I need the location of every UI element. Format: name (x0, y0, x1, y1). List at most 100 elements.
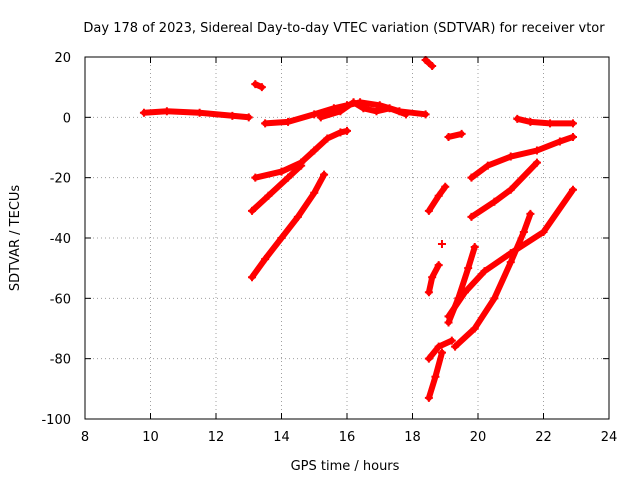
data-point (261, 119, 270, 128)
data-point (277, 167, 286, 176)
data-point (293, 212, 302, 221)
data-point (444, 132, 453, 141)
data-point (506, 185, 515, 194)
data-point (437, 240, 446, 249)
data-point (532, 146, 541, 155)
series-arc-8 (421, 56, 437, 71)
series-arc-2 (251, 80, 266, 92)
data-point (343, 126, 351, 135)
series-arc-16 (451, 209, 535, 351)
x-tick-label: 18 (404, 430, 421, 445)
series-arc-5 (251, 126, 351, 182)
series-arc-14 (444, 185, 577, 321)
data-point (162, 107, 171, 116)
series-arc-1 (139, 107, 253, 122)
data-point (444, 318, 453, 327)
series-arc-17 (467, 132, 577, 182)
data-point (248, 206, 257, 215)
data-point (359, 104, 368, 113)
x-tick-label: 12 (208, 430, 225, 445)
data-point (244, 113, 253, 122)
data-point (490, 294, 499, 303)
data-point (568, 119, 577, 128)
data-arc (249, 162, 305, 214)
data-point (454, 294, 463, 303)
data-point (490, 197, 499, 206)
data-point (139, 108, 148, 117)
axis-ticks: 8 10 12 14 16 18 20 22 24 20 0 -20 -40 -60 -80 -100 (41, 51, 617, 445)
data-point (546, 119, 555, 128)
data-point (424, 393, 433, 402)
data-point (441, 182, 450, 191)
data-point (372, 107, 381, 116)
data-arc (445, 186, 576, 320)
series-arc-13 (444, 129, 466, 141)
data-point (251, 173, 260, 182)
data-point (297, 161, 306, 170)
data-point (434, 261, 443, 270)
x-tick-label: 24 (601, 430, 618, 445)
data-arc (425, 262, 442, 296)
series-arc-4 (316, 98, 410, 122)
data-point (228, 111, 237, 120)
data-point (424, 206, 433, 215)
data-point (257, 83, 266, 92)
data-arc (468, 159, 540, 220)
data-arc (468, 133, 576, 181)
data-point (480, 267, 489, 276)
series-arc-15 (444, 243, 479, 327)
data-point (195, 108, 204, 117)
data-point (506, 258, 515, 267)
series-arc-18 (467, 158, 541, 221)
data-point (467, 212, 476, 221)
data-point (284, 117, 293, 126)
series-arc-20 (437, 240, 446, 249)
x-tick-label: 22 (535, 430, 552, 445)
data-arc (452, 210, 534, 350)
data-point (385, 104, 394, 113)
data-point (526, 209, 535, 218)
data-point (513, 114, 522, 123)
data-point (470, 324, 479, 333)
data-point (251, 80, 260, 89)
data-point (310, 146, 319, 155)
data-point (467, 173, 476, 182)
data-point (519, 227, 528, 236)
data-point (464, 264, 473, 273)
data-point (428, 273, 437, 282)
data-arc (252, 127, 350, 181)
data-point (264, 191, 273, 200)
data-point (451, 342, 460, 351)
data-point (506, 152, 515, 161)
y-tick-label: 20 (54, 51, 71, 66)
data-point (470, 243, 479, 252)
series-arc-11 (424, 336, 456, 363)
data-point (316, 113, 325, 122)
data-point (336, 128, 345, 137)
data-point (310, 188, 319, 197)
data-point (336, 107, 345, 116)
data-point (421, 110, 430, 119)
series-arc-10 (424, 261, 443, 297)
data-point (437, 348, 446, 357)
series-arc-12 (424, 348, 446, 402)
data-point (349, 98, 358, 107)
data-point (428, 62, 437, 71)
y-tick-label: -60 (50, 292, 71, 307)
data-point (434, 191, 443, 200)
data-point (277, 234, 286, 242)
data-point (431, 372, 440, 381)
series-arc-9 (424, 182, 450, 215)
x-tick-label: 10 (142, 430, 159, 445)
x-tick-label: 20 (470, 430, 487, 445)
data-point (539, 227, 548, 236)
y-tick-label: -80 (50, 353, 71, 368)
data-layer (139, 56, 577, 402)
data-point (555, 137, 564, 146)
data-point (320, 170, 329, 179)
data-point (401, 110, 410, 119)
data-arc (425, 183, 449, 214)
data-point (483, 161, 492, 170)
data-point (310, 110, 319, 119)
